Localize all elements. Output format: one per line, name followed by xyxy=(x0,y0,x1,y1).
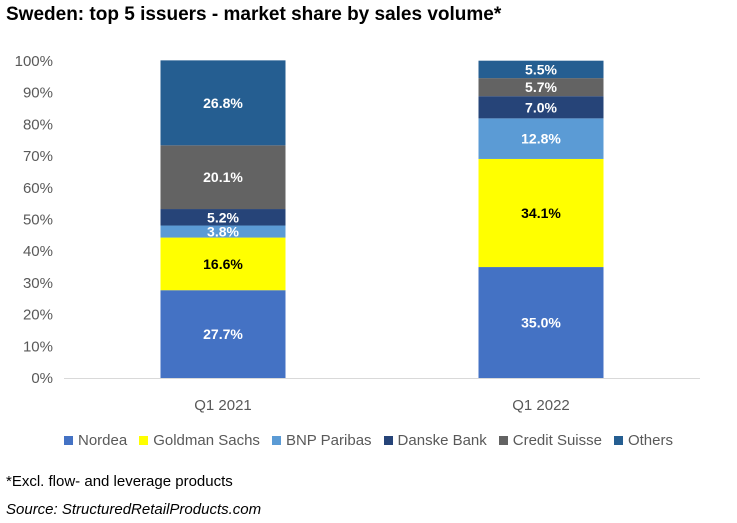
legend-item: Credit Suisse xyxy=(498,432,602,449)
x-tick-label: Q1 2022 xyxy=(512,397,570,414)
bar-segment xyxy=(478,118,604,159)
bar-segment xyxy=(478,267,604,378)
data-label: 35.0% xyxy=(521,315,561,331)
bar-segment xyxy=(160,290,286,378)
data-label: 12.8% xyxy=(521,131,561,147)
bar-segment xyxy=(478,96,604,119)
stacked-bar-chart: 0% 10% 20% 30% 40% 50% 60% 70% 80% 90% 100% 27.7% 1… xyxy=(15,53,700,414)
y-tick-label: 70% xyxy=(23,148,53,165)
bar-segment xyxy=(478,78,604,97)
bars xyxy=(160,60,604,378)
chart-title: Sweden: top 5 issuers - market share by … xyxy=(6,4,502,25)
y-tick-label: 10% xyxy=(23,338,53,355)
legend-label: Credit Suisse xyxy=(512,432,602,449)
data-label: 5.2% xyxy=(207,209,239,225)
source-note: Source: StructuredRetailProducts.com xyxy=(6,501,262,518)
legend: Nordea Goldman Sachs BNP Paribas Danske Ban… xyxy=(0,432,737,449)
legend-item: Nordea xyxy=(64,432,127,449)
data-label: 26.8% xyxy=(203,95,243,111)
data-label: 27.7% xyxy=(203,326,243,342)
data-label: 7.0% xyxy=(525,99,557,115)
y-tick-label: 50% xyxy=(23,212,53,229)
legend-swatch xyxy=(271,436,281,445)
bar-segment xyxy=(478,60,604,79)
data-labels: 27.7% 16.6% 3.8%5.2% 20.1% 26.8% 35.0% 34.1% 12… xyxy=(203,61,561,342)
legend-label: Others xyxy=(627,432,673,449)
legend-swatch xyxy=(64,436,73,445)
bar-segment xyxy=(160,237,286,291)
footnote: *Excl. flow- and leverage products xyxy=(6,473,233,490)
data-label: 5.7% xyxy=(525,79,557,95)
data-label: 5.5% xyxy=(525,61,557,77)
data-label: 3.8% xyxy=(207,224,239,240)
bar-segment xyxy=(160,60,286,146)
data-label: 16.6% xyxy=(203,256,243,272)
y-tick-label: 100% xyxy=(15,53,53,70)
y-tick-label: 0% xyxy=(31,370,53,387)
y-tick-label: 80% xyxy=(23,116,53,133)
legend-label: Nordea xyxy=(78,432,128,449)
legend-item: Others xyxy=(613,432,673,449)
bar-segment xyxy=(160,225,286,238)
y-tick-label: 60% xyxy=(23,180,53,197)
legend-item: Goldman Sachs xyxy=(139,432,260,449)
y-axis: 0% 10% 20% 30% 40% 50% 60% 70% 80% 90% 100% xyxy=(15,53,700,387)
bar-segment xyxy=(160,145,286,210)
x-tick-label: Q1 2021 xyxy=(194,397,252,414)
legend-item: Danske Bank xyxy=(383,432,487,449)
legend-swatch xyxy=(613,436,623,445)
legend-item: BNP Paribas xyxy=(271,432,372,449)
legend-swatch xyxy=(139,436,149,445)
y-tick-label: 30% xyxy=(23,275,53,292)
data-label: 20.1% xyxy=(203,169,243,185)
legend-swatch xyxy=(383,436,393,445)
x-axis: Q1 2021 Q1 2022 xyxy=(194,397,570,414)
y-tick-label: 40% xyxy=(23,243,53,260)
legend-label: Danske Bank xyxy=(397,432,487,449)
bar-segment xyxy=(160,209,286,226)
data-label: 34.1% xyxy=(521,205,561,221)
y-tick-label: 90% xyxy=(23,85,53,102)
legend-label: Goldman Sachs xyxy=(153,432,260,449)
y-tick-label: 20% xyxy=(23,307,53,324)
legend-swatch xyxy=(498,436,508,445)
bar-segment xyxy=(478,158,604,268)
legend-label: BNP Paribas xyxy=(285,432,372,449)
